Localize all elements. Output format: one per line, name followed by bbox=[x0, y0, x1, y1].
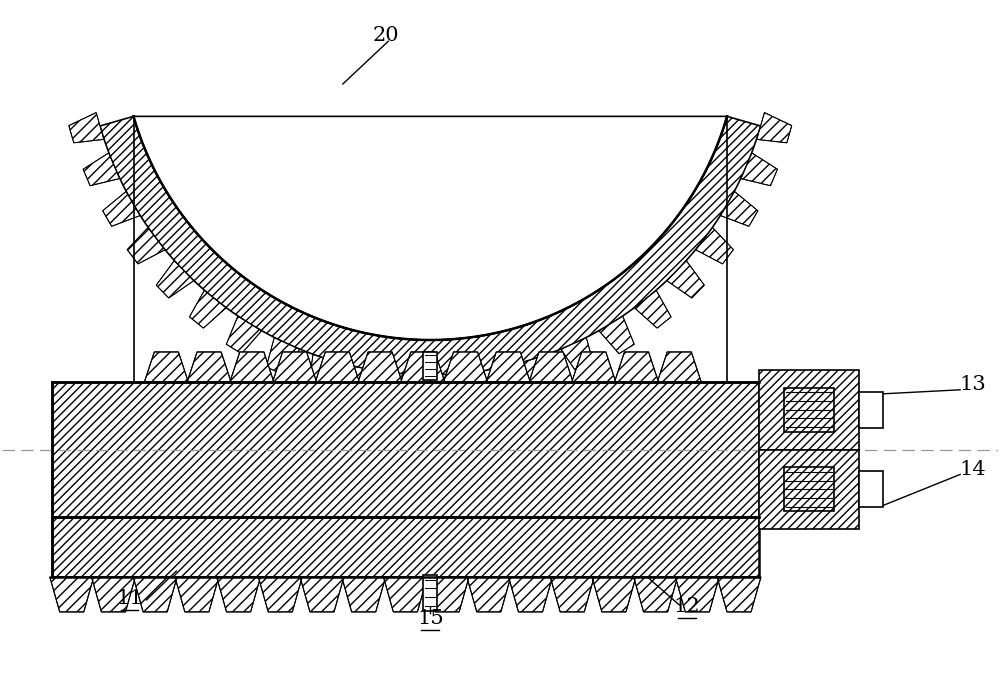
Polygon shape bbox=[859, 471, 883, 507]
Text: 12: 12 bbox=[674, 597, 701, 616]
Polygon shape bbox=[437, 374, 465, 404]
Polygon shape bbox=[423, 352, 437, 380]
Polygon shape bbox=[480, 367, 508, 400]
Polygon shape bbox=[592, 577, 636, 612]
Text: 11: 11 bbox=[116, 589, 143, 608]
Text: 14: 14 bbox=[960, 460, 986, 479]
Polygon shape bbox=[103, 191, 140, 226]
Polygon shape bbox=[572, 352, 616, 382]
Polygon shape bbox=[634, 577, 678, 612]
Polygon shape bbox=[401, 352, 445, 382]
Polygon shape bbox=[859, 392, 883, 428]
Polygon shape bbox=[561, 337, 594, 374]
Polygon shape bbox=[133, 577, 177, 612]
Polygon shape bbox=[467, 577, 511, 612]
Polygon shape bbox=[273, 352, 316, 382]
Polygon shape bbox=[599, 316, 634, 354]
Polygon shape bbox=[50, 577, 94, 612]
Polygon shape bbox=[69, 113, 104, 143]
Polygon shape bbox=[52, 382, 759, 517]
Polygon shape bbox=[383, 577, 427, 612]
Polygon shape bbox=[395, 374, 423, 404]
Polygon shape bbox=[757, 113, 792, 143]
Polygon shape bbox=[100, 116, 761, 375]
Polygon shape bbox=[741, 153, 777, 186]
Polygon shape bbox=[144, 352, 188, 382]
Polygon shape bbox=[759, 370, 859, 449]
Polygon shape bbox=[486, 352, 530, 382]
Polygon shape bbox=[721, 191, 758, 226]
Polygon shape bbox=[615, 352, 658, 382]
Polygon shape bbox=[550, 577, 594, 612]
Polygon shape bbox=[358, 352, 402, 382]
Text: 15: 15 bbox=[417, 609, 444, 628]
Polygon shape bbox=[784, 467, 834, 512]
Polygon shape bbox=[529, 352, 573, 382]
Polygon shape bbox=[134, 116, 727, 340]
Polygon shape bbox=[759, 449, 859, 529]
Polygon shape bbox=[230, 352, 274, 382]
Polygon shape bbox=[309, 354, 340, 390]
Polygon shape bbox=[175, 577, 219, 612]
Polygon shape bbox=[189, 290, 226, 328]
Polygon shape bbox=[342, 577, 386, 612]
Text: 13: 13 bbox=[960, 375, 986, 394]
Polygon shape bbox=[92, 577, 135, 612]
Polygon shape bbox=[52, 517, 759, 577]
Text: 20: 20 bbox=[372, 26, 399, 45]
Polygon shape bbox=[83, 153, 120, 186]
Polygon shape bbox=[127, 227, 165, 264]
Polygon shape bbox=[717, 577, 761, 612]
Polygon shape bbox=[509, 577, 552, 612]
Polygon shape bbox=[784, 388, 834, 432]
Polygon shape bbox=[696, 227, 733, 264]
Polygon shape bbox=[675, 577, 719, 612]
Polygon shape bbox=[521, 354, 552, 390]
Polygon shape bbox=[423, 575, 437, 611]
Polygon shape bbox=[444, 352, 487, 382]
Polygon shape bbox=[187, 352, 231, 382]
Polygon shape bbox=[667, 261, 704, 298]
Polygon shape bbox=[156, 261, 194, 298]
Polygon shape bbox=[100, 126, 761, 375]
Polygon shape bbox=[657, 352, 701, 382]
Polygon shape bbox=[353, 367, 381, 400]
Polygon shape bbox=[266, 337, 300, 374]
Polygon shape bbox=[635, 290, 671, 328]
Polygon shape bbox=[425, 577, 469, 612]
Polygon shape bbox=[300, 577, 344, 612]
Polygon shape bbox=[226, 316, 262, 354]
Polygon shape bbox=[217, 577, 260, 612]
Polygon shape bbox=[315, 352, 359, 382]
Polygon shape bbox=[258, 577, 302, 612]
